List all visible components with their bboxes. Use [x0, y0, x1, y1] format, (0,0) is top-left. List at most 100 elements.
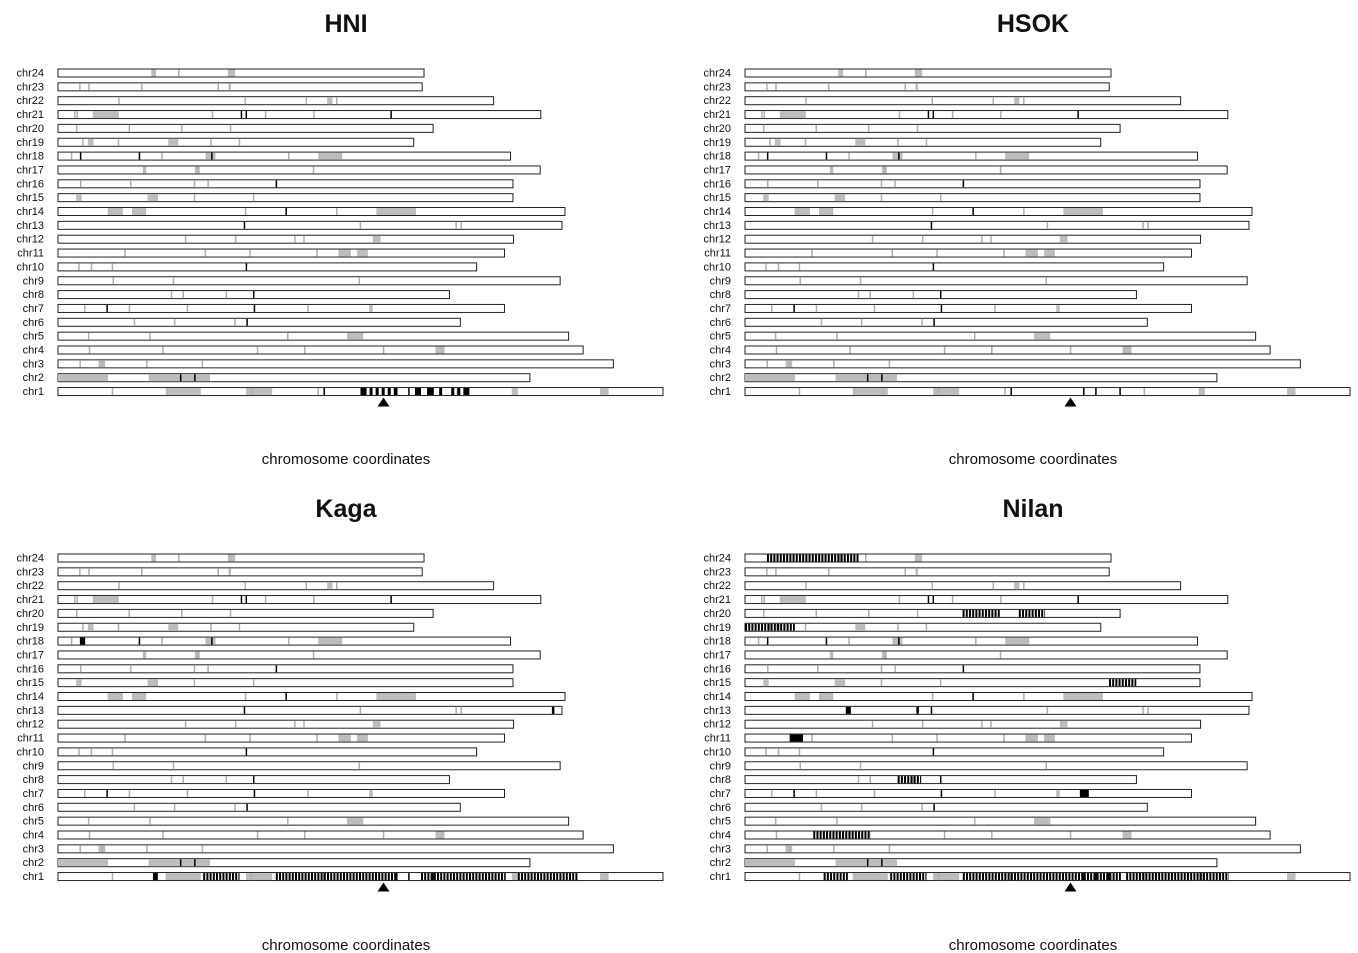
chromosome-bar	[744, 692, 1253, 701]
chromosome-bar	[57, 151, 512, 161]
black-stripe	[323, 873, 326, 881]
chromosome-label: chr11	[17, 248, 44, 260]
black-stripe	[387, 873, 390, 881]
chromosome-label: chr6	[23, 317, 44, 329]
gray-segment	[1122, 831, 1132, 839]
black-stripe	[1020, 873, 1023, 881]
black-stripe	[1038, 609, 1041, 617]
gray-segment	[58, 859, 109, 867]
chromosome-label: chr22	[16, 580, 44, 592]
gray-segment	[914, 554, 923, 562]
black-stripe	[462, 873, 465, 881]
gray-segment	[92, 111, 119, 119]
black-stripe	[562, 873, 565, 881]
panel-title: HNI	[324, 10, 367, 38]
chromosome-bar	[744, 276, 1248, 286]
black-stripe	[907, 776, 910, 784]
gray-segment	[745, 374, 796, 382]
chromosome-label: chr15	[16, 677, 44, 689]
marker-triangle	[377, 397, 390, 407]
gray-segment	[1034, 332, 1051, 340]
gray-segment	[915, 83, 918, 91]
black-stripe	[972, 609, 975, 617]
black-stripe	[1062, 873, 1064, 881]
gray-segment	[600, 388, 609, 396]
black-stripe	[291, 873, 294, 881]
black-stripe	[773, 554, 776, 562]
chromosome-bar	[57, 165, 541, 175]
gray-segment	[147, 679, 159, 687]
gray-segment	[763, 679, 769, 687]
gray-segment	[347, 817, 364, 825]
chromosome-label: chr17	[703, 649, 731, 661]
gray-segment	[58, 374, 109, 382]
black-stripe	[783, 623, 786, 631]
black-segment	[845, 706, 851, 714]
black-stripe	[1206, 873, 1209, 881]
black-stripe	[962, 609, 965, 617]
black-stripe	[1177, 873, 1180, 881]
chromosome-bar	[57, 262, 478, 272]
black-stripe	[1083, 873, 1086, 881]
black-stripe	[822, 831, 825, 839]
black-stripe	[575, 873, 578, 881]
chromosome-label: chr13	[16, 220, 44, 232]
chromosome-label: chr12	[16, 719, 44, 731]
chromosome-label: chr16	[16, 178, 44, 190]
chromosome-label: chr8	[23, 774, 44, 786]
black-stripe	[792, 554, 795, 562]
black-stripe	[1074, 873, 1077, 881]
chromosome-bar	[57, 608, 434, 618]
black-stripe	[1142, 873, 1145, 881]
chromosome-bar	[57, 193, 514, 203]
black-stripe	[553, 873, 555, 881]
black-stripe	[972, 873, 975, 881]
chromosome-bar	[57, 317, 461, 327]
marker-triangle	[377, 882, 390, 892]
gray-segment	[794, 208, 810, 215]
black-stripe	[465, 873, 468, 881]
gray-segment	[205, 637, 216, 645]
black-stripe	[848, 831, 851, 839]
black-stripe	[913, 776, 916, 784]
black-stripe	[1099, 873, 1102, 881]
black-stripe	[912, 873, 915, 881]
chromosome-label: chr4	[710, 830, 731, 842]
chromosome-label: chr20	[16, 608, 44, 620]
gray-segment	[228, 568, 231, 576]
gray-segment	[1059, 235, 1068, 243]
chromosome-label: chr6	[710, 317, 731, 329]
black-stripe	[962, 873, 965, 881]
black-stripe	[824, 554, 827, 562]
black-stripe	[745, 623, 747, 631]
gray-segment	[852, 388, 888, 396]
black-segment	[463, 388, 470, 396]
chromosome-bar	[57, 276, 561, 286]
black-stripe	[836, 873, 839, 881]
black-stripe	[776, 554, 779, 562]
black-stripe	[1022, 609, 1025, 617]
gray-segment	[92, 596, 119, 604]
black-stripe	[925, 873, 927, 881]
gray-segment	[1014, 582, 1020, 590]
black-stripe	[1218, 873, 1221, 881]
black-stripe	[1007, 873, 1010, 881]
black-stripe	[838, 831, 841, 839]
black-stripe	[228, 873, 231, 881]
black-stripe	[1108, 679, 1111, 687]
black-stripe	[327, 873, 329, 881]
gray-segment	[1056, 304, 1060, 312]
chromosome-bar	[57, 830, 584, 840]
gray-segment	[1059, 720, 1068, 728]
chromosome-label: chr1	[710, 386, 731, 398]
black-stripe	[975, 609, 978, 617]
black-stripe	[808, 554, 811, 562]
chromosome-label: chr24	[703, 68, 731, 80]
black-stripe	[1193, 873, 1196, 881]
black-stripe	[527, 873, 530, 881]
gray-segment	[338, 249, 351, 257]
chromosome-label: chr20	[703, 608, 731, 620]
black-stripe	[1112, 679, 1115, 687]
chromosome-bar	[57, 207, 566, 216]
